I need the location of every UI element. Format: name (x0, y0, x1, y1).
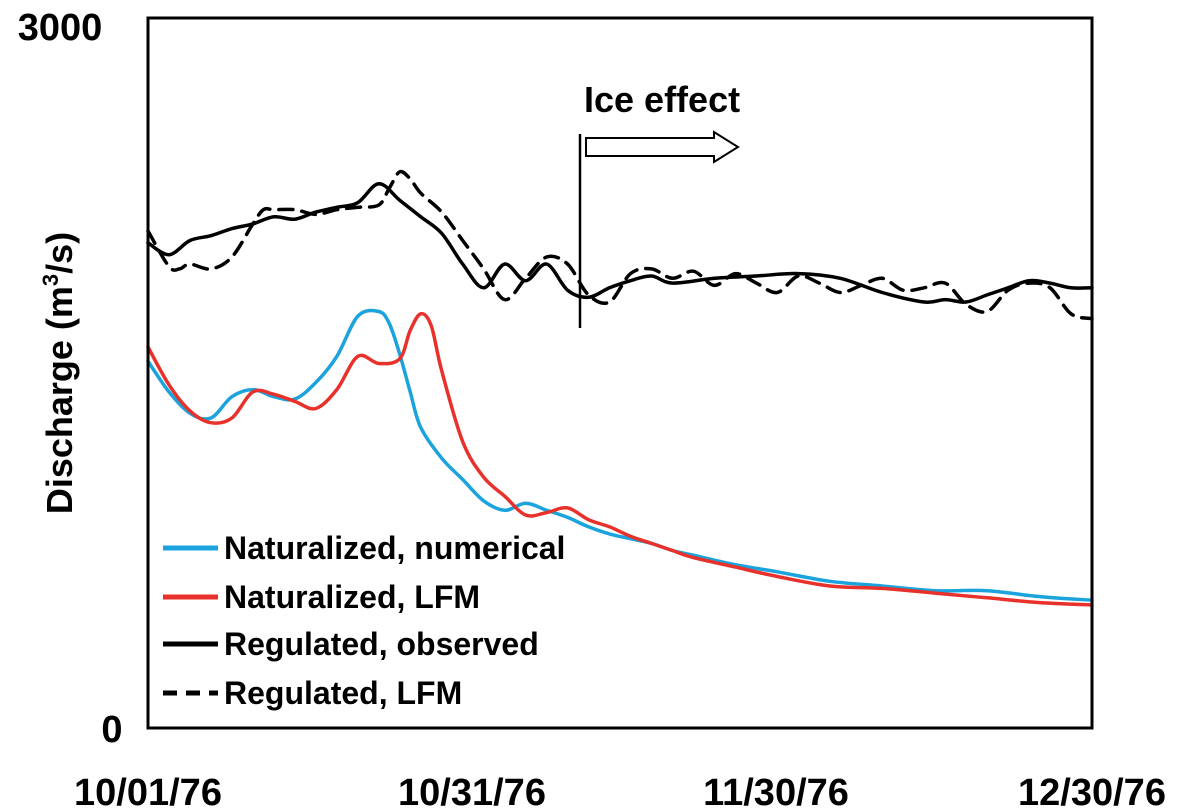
series-regulated-observed (146, 181, 1094, 304)
series-naturalized-lfm (146, 311, 1094, 607)
ice-effect-label: Ice effect (584, 79, 740, 120)
x-tick-label-1: 10/01/76 (74, 772, 222, 808)
plot-frame (146, 16, 1094, 730)
ice-effect-arrow-icon (585, 130, 740, 164)
x-tick-label-3: 11/30/76 (703, 772, 849, 808)
series-layer (146, 169, 1094, 607)
x-tick-label-4: 12/30/76 (1018, 772, 1166, 808)
legend-label-naturalized-numerical: Naturalized, numerical (224, 530, 565, 566)
series-naturalized-numerical (146, 308, 1094, 602)
x-tick-label-2: 10/31/76 (398, 772, 546, 808)
y-axis-label: Discharge (m3/s) (38, 232, 80, 514)
y-axis-label-superscript: 3 (38, 274, 63, 286)
legend: Naturalized, numerical Naturalized, LFM … (163, 530, 565, 711)
legend-label-regulated-observed: Regulated, observed (224, 626, 539, 662)
y-tick-label-bottom: 0 (101, 709, 122, 751)
legend-label-naturalized-lfm: Naturalized, LFM (224, 579, 480, 615)
legend-label-regulated-lfm: Regulated, LFM (224, 675, 462, 711)
series-regulated-lfm (146, 169, 1094, 321)
y-tick-label-top: 3000 (18, 7, 103, 49)
